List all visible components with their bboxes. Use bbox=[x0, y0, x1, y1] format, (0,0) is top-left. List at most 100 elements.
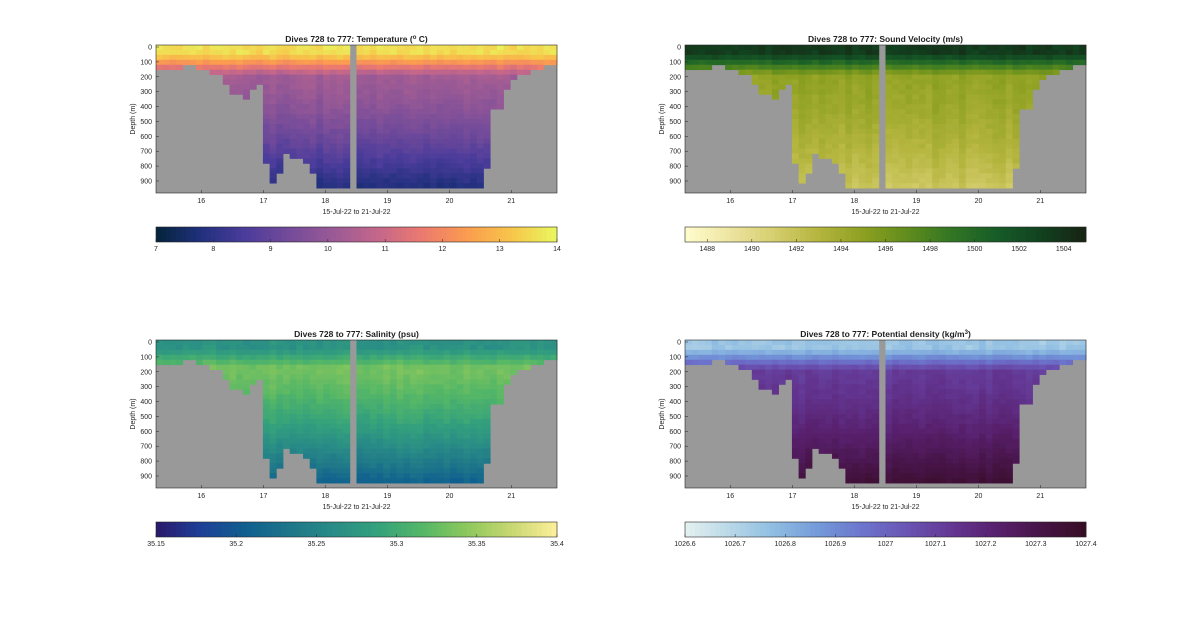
heatmap-cell bbox=[959, 158, 967, 164]
heatmap-cell bbox=[959, 443, 967, 449]
heatmap-cell bbox=[329, 54, 337, 61]
heatmap-cell bbox=[303, 409, 311, 415]
colorbar-tick-label: 1026.8 bbox=[775, 541, 797, 548]
heatmap-cell bbox=[383, 468, 391, 474]
colorbar-segment bbox=[1010, 522, 1017, 537]
heatmap-cell bbox=[463, 438, 471, 444]
heatmap-cell bbox=[303, 394, 311, 400]
colorbar-segment bbox=[950, 227, 957, 242]
heatmap-cell bbox=[396, 163, 404, 169]
heatmap-cell bbox=[845, 458, 853, 464]
heatmap-cell bbox=[329, 448, 337, 454]
heatmap-cell bbox=[289, 59, 297, 66]
heatmap-cell bbox=[476, 74, 484, 80]
heatmap-cell bbox=[932, 478, 940, 484]
heatmap-cell bbox=[463, 458, 471, 464]
heatmap-cell bbox=[918, 158, 926, 164]
x-tick-label: 21 bbox=[507, 493, 515, 500]
heatmap-cell bbox=[825, 364, 833, 370]
heatmap-cell bbox=[945, 364, 953, 370]
heatmap-cell bbox=[985, 183, 993, 189]
heatmap-cell bbox=[992, 384, 1000, 390]
heatmap-cell bbox=[965, 54, 973, 61]
heatmap-cell bbox=[409, 438, 418, 444]
heatmap-cell bbox=[323, 89, 331, 95]
heatmap-cell bbox=[965, 45, 973, 51]
heatmap-cell bbox=[999, 49, 1007, 56]
heatmap-cell bbox=[905, 143, 913, 149]
heatmap-cell bbox=[898, 64, 906, 71]
heatmap-cell bbox=[979, 468, 987, 474]
colorbar-segment bbox=[241, 227, 247, 242]
heatmap-cell bbox=[463, 128, 471, 135]
heatmap-cell bbox=[938, 359, 947, 366]
x-tick-label: 20 bbox=[975, 198, 983, 205]
heatmap-cell bbox=[912, 394, 920, 400]
heatmap-cell bbox=[898, 119, 906, 125]
heatmap-cell bbox=[885, 473, 893, 479]
heatmap-cell bbox=[959, 468, 967, 474]
heatmap-cell bbox=[945, 128, 953, 135]
heatmap-cell bbox=[483, 148, 491, 154]
heatmap-cell bbox=[778, 374, 786, 380]
heatmap-cell bbox=[242, 364, 250, 370]
heatmap-cell bbox=[336, 349, 344, 356]
colorbar-tick-label: 35.2 bbox=[229, 541, 243, 548]
heatmap-cell bbox=[269, 468, 277, 474]
heatmap-cell bbox=[932, 379, 940, 385]
heatmap-cell bbox=[323, 399, 331, 405]
heatmap-cell bbox=[496, 45, 504, 51]
heatmap-cell bbox=[456, 178, 464, 184]
heatmap-cell bbox=[383, 369, 391, 375]
heatmap-cell bbox=[476, 173, 484, 179]
heatmap-cell bbox=[416, 138, 424, 145]
heatmap-cell bbox=[216, 69, 224, 75]
heatmap-cell bbox=[852, 384, 860, 390]
heatmap-cell bbox=[162, 344, 170, 351]
heatmap-cell bbox=[356, 374, 364, 380]
colorbar-frame bbox=[155, 226, 558, 243]
heatmap-cell bbox=[176, 359, 184, 366]
heatmap-cell bbox=[832, 349, 840, 356]
heatmap-cell bbox=[938, 133, 947, 140]
heatmap-cell bbox=[725, 340, 733, 346]
heatmap-cell bbox=[811, 340, 820, 346]
heatmap-cell bbox=[905, 359, 913, 366]
heatmap-cell bbox=[952, 468, 960, 474]
heatmap-cell bbox=[805, 418, 813, 425]
heatmap-cell bbox=[798, 463, 806, 469]
heatmap-cell bbox=[536, 344, 545, 351]
heatmap-cell bbox=[865, 468, 873, 474]
heatmap-cell bbox=[798, 438, 806, 444]
heatmap-cell bbox=[838, 340, 846, 346]
heatmap-cell bbox=[503, 79, 511, 85]
heatmap-cell bbox=[912, 438, 920, 444]
heatmap-cell bbox=[483, 423, 491, 430]
heatmap-cell bbox=[356, 49, 364, 56]
heatmap-cell bbox=[838, 94, 846, 100]
heatmap-cell bbox=[396, 143, 404, 149]
heatmap-cell bbox=[912, 379, 920, 385]
heatmap-cell bbox=[925, 433, 933, 440]
heatmap-cell bbox=[965, 109, 973, 115]
heatmap-cell bbox=[1012, 458, 1020, 464]
heatmap-cell bbox=[999, 374, 1007, 380]
heatmap-cell bbox=[530, 49, 538, 56]
heatmap-cell bbox=[778, 84, 786, 90]
heatmap-cell bbox=[176, 45, 184, 51]
heatmap-cell bbox=[470, 463, 478, 469]
heatmap-cell bbox=[811, 69, 820, 75]
heatmap-cell bbox=[396, 418, 404, 425]
heatmap-cell bbox=[985, 74, 993, 80]
heatmap-cell bbox=[832, 448, 840, 454]
heatmap-cell bbox=[409, 89, 418, 95]
colorbar-segment bbox=[750, 522, 756, 537]
heatmap-cell bbox=[1012, 354, 1020, 361]
heatmap-cell bbox=[885, 394, 893, 400]
heatmap-cell bbox=[510, 349, 518, 356]
axes-frame bbox=[684, 339, 1087, 489]
heatmap-cell bbox=[363, 74, 371, 80]
heatmap-cell bbox=[296, 404, 304, 410]
heatmap-cell bbox=[376, 384, 384, 390]
heatmap-cell bbox=[403, 399, 411, 405]
